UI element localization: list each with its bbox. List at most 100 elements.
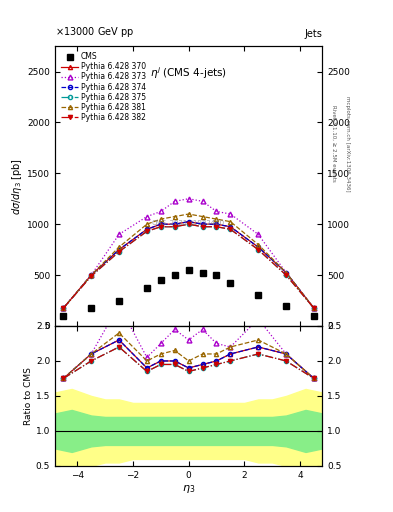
Pythia 6.428 374 <box>145 226 149 232</box>
CMS <box>214 272 219 278</box>
Pythia 6.428 370 <box>256 244 261 250</box>
Pythia 6.428 382 <box>312 305 316 311</box>
CMS <box>117 297 121 304</box>
Pythia 6.428 374 <box>256 244 261 250</box>
CMS <box>284 303 288 309</box>
Pythia 6.428 373 <box>228 211 233 217</box>
Pythia 6.428 370 <box>186 219 191 225</box>
Pythia 6.428 375 <box>173 224 177 230</box>
Pythia 6.428 370 <box>61 305 66 311</box>
Pythia 6.428 382 <box>89 273 94 279</box>
Text: CMS_2021_I1932460: CMS_2021_I1932460 <box>152 219 225 226</box>
Pythia 6.428 374 <box>158 221 163 227</box>
Y-axis label: Ratio to CMS: Ratio to CMS <box>24 367 33 425</box>
Pythia 6.428 382 <box>145 228 149 234</box>
Pythia 6.428 381 <box>228 219 233 225</box>
Pythia 6.428 382 <box>256 247 261 253</box>
Pythia 6.428 382 <box>200 224 205 230</box>
Pythia 6.428 381 <box>284 269 288 275</box>
CMS <box>173 272 177 278</box>
Pythia 6.428 374 <box>117 247 121 253</box>
Pythia 6.428 373 <box>173 198 177 204</box>
Line: Pythia 6.428 375: Pythia 6.428 375 <box>61 222 316 310</box>
Line: Pythia 6.428 382: Pythia 6.428 382 <box>61 222 316 310</box>
Pythia 6.428 375 <box>200 224 205 230</box>
Pythia 6.428 375 <box>312 305 316 311</box>
Pythia 6.428 382 <box>284 272 288 278</box>
Pythia 6.428 382 <box>186 221 191 227</box>
Line: Pythia 6.428 373: Pythia 6.428 373 <box>61 196 316 311</box>
Pythia 6.428 374 <box>312 305 316 311</box>
Pythia 6.428 375 <box>117 249 121 255</box>
CMS <box>89 305 94 311</box>
Pythia 6.428 370 <box>158 221 163 227</box>
Pythia 6.428 373 <box>158 208 163 215</box>
Pythia 6.428 381 <box>256 242 261 248</box>
Pythia 6.428 382 <box>158 224 163 230</box>
Pythia 6.428 375 <box>214 224 219 230</box>
Pythia 6.428 382 <box>61 305 66 311</box>
Pythia 6.428 373 <box>284 269 288 275</box>
Pythia 6.428 381 <box>214 216 219 222</box>
Pythia 6.428 373 <box>256 231 261 238</box>
Legend: CMS, Pythia 6.428 370, Pythia 6.428 373, Pythia 6.428 374, Pythia 6.428 375, Pyt: CMS, Pythia 6.428 370, Pythia 6.428 373,… <box>59 50 149 124</box>
Pythia 6.428 381 <box>117 244 121 250</box>
Pythia 6.428 381 <box>173 214 177 220</box>
Pythia 6.428 373 <box>214 208 219 215</box>
Pythia 6.428 375 <box>89 273 94 279</box>
Pythia 6.428 375 <box>61 305 66 311</box>
Pythia 6.428 370 <box>214 221 219 227</box>
Pythia 6.428 373 <box>186 196 191 202</box>
Line: Pythia 6.428 381: Pythia 6.428 381 <box>61 212 316 310</box>
Pythia 6.428 381 <box>145 221 149 227</box>
Pythia 6.428 382 <box>173 224 177 230</box>
Pythia 6.428 370 <box>200 221 205 227</box>
CMS <box>158 277 163 283</box>
Line: Pythia 6.428 370: Pythia 6.428 370 <box>61 220 316 310</box>
Text: Rivet 3.1.10, ≥ 2.5M events: Rivet 3.1.10, ≥ 2.5M events <box>331 105 336 182</box>
Pythia 6.428 374 <box>200 221 205 227</box>
Pythia 6.428 382 <box>228 226 233 232</box>
Pythia 6.428 370 <box>312 305 316 311</box>
Pythia 6.428 373 <box>200 198 205 204</box>
Pythia 6.428 375 <box>228 226 233 232</box>
Pythia 6.428 373 <box>117 231 121 238</box>
CMS <box>145 285 149 291</box>
Pythia 6.428 381 <box>89 272 94 278</box>
Pythia 6.428 381 <box>200 214 205 220</box>
Pythia 6.428 374 <box>214 221 219 227</box>
Pythia 6.428 375 <box>158 224 163 230</box>
Text: Jets: Jets <box>305 29 322 39</box>
Pythia 6.428 375 <box>145 228 149 234</box>
Pythia 6.428 373 <box>61 305 66 311</box>
CMS <box>256 292 261 298</box>
Pythia 6.428 373 <box>89 272 94 278</box>
CMS <box>61 313 66 319</box>
Pythia 6.428 370 <box>89 272 94 278</box>
Pythia 6.428 382 <box>117 249 121 255</box>
Pythia 6.428 375 <box>284 272 288 278</box>
CMS <box>228 280 233 286</box>
Pythia 6.428 370 <box>228 224 233 230</box>
Pythia 6.428 374 <box>173 221 177 227</box>
Pythia 6.428 374 <box>284 269 288 275</box>
CMS <box>186 267 191 273</box>
Pythia 6.428 370 <box>117 247 121 253</box>
CMS <box>200 269 205 275</box>
Pythia 6.428 381 <box>186 211 191 217</box>
Line: CMS: CMS <box>61 267 317 318</box>
Pythia 6.428 374 <box>186 219 191 225</box>
Text: mcplots.cern.ch [arXiv:1306.3436]: mcplots.cern.ch [arXiv:1306.3436] <box>345 96 350 191</box>
Text: $\times$13000 GeV pp: $\times$13000 GeV pp <box>55 25 134 39</box>
Pythia 6.428 373 <box>312 305 316 311</box>
Pythia 6.428 370 <box>284 269 288 275</box>
Pythia 6.428 373 <box>145 214 149 220</box>
CMS <box>312 313 316 319</box>
X-axis label: $\eta_3$: $\eta_3$ <box>182 482 195 495</box>
Pythia 6.428 374 <box>228 224 233 230</box>
Y-axis label: $d\sigma/d\eta_3$ [pb]: $d\sigma/d\eta_3$ [pb] <box>10 158 24 215</box>
Pythia 6.428 381 <box>312 305 316 311</box>
Pythia 6.428 382 <box>214 224 219 230</box>
Pythia 6.428 374 <box>89 272 94 278</box>
Pythia 6.428 375 <box>186 221 191 227</box>
